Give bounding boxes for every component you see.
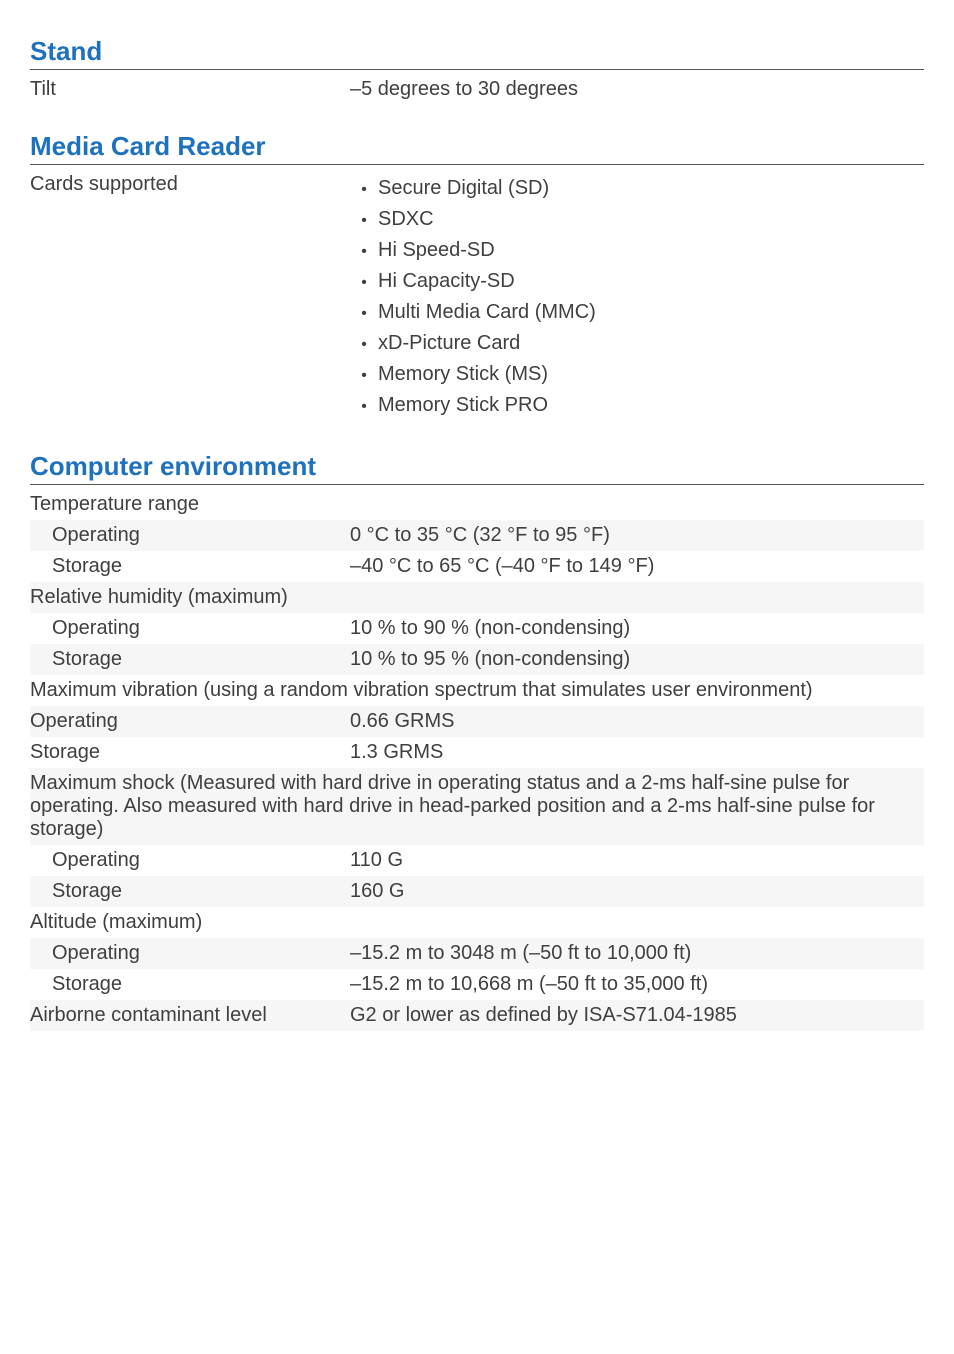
tilt-value: –5 degrees to 30 degrees [350,74,924,105]
row-vib-operating: Operating 0.66 GRMS [30,706,924,737]
vib-storage-value: 1.3 GRMS [350,737,924,768]
row-vib-storage: Storage 1.3 GRMS [30,737,924,768]
row-temp-range: Temperature range [30,489,924,520]
list-item: •Hi Capacity-SD [350,266,924,297]
section-env-title: Computer environment [30,451,924,485]
bullet-icon: • [350,305,378,323]
shock-storage-value: 160 G [350,876,924,907]
rh-operating-label: Operating [30,613,350,644]
vib-operating-label: Operating [30,706,350,737]
row-cards-supported: Cards supported •Secure Digital (SD) •SD… [30,169,924,425]
temp-storage-label: Storage [30,551,350,582]
bullet-icon: • [350,398,378,416]
bullet-icon: • [350,212,378,230]
row-airborne: Airborne contaminant level G2 or lower a… [30,1000,924,1031]
rh-label: Relative humidity (maximum) [30,582,924,613]
list-item: •SDXC [350,204,924,235]
row-shock-operating: Operating 110 G [30,845,924,876]
row-rh: Relative humidity (maximum) [30,582,924,613]
row-shock: Maximum shock (Measured with hard drive … [30,768,924,845]
card-text: SDXC [378,208,434,231]
media-table: Cards supported •Secure Digital (SD) •SD… [30,169,924,425]
temp-operating-label: Operating [30,520,350,551]
list-item: •Multi Media Card (MMC) [350,297,924,328]
row-alt: Altitude (maximum) [30,907,924,938]
tilt-label: Tilt [30,74,350,105]
airborne-value: G2 or lower as defined by ISA-S71.04-198… [350,1000,924,1031]
row-temp-storage: Storage –40 °C to 65 °C (–40 °F to 149 °… [30,551,924,582]
shock-label: Maximum shock (Measured with hard drive … [30,768,924,845]
bullet-icon: • [350,336,378,354]
alt-operating-value: –15.2 m to 3048 m (–50 ft to 10,000 ft) [350,938,924,969]
row-rh-storage: Storage 10 % to 95 % (non-condensing) [30,644,924,675]
airborne-label: Airborne contaminant level [30,1000,350,1031]
row-rh-operating: Operating 10 % to 90 % (non-condensing) [30,613,924,644]
row-alt-operating: Operating –15.2 m to 3048 m (–50 ft to 1… [30,938,924,969]
row-shock-storage: Storage 160 G [30,876,924,907]
list-item: •Memory Stick PRO [350,390,924,421]
temp-storage-value: –40 °C to 65 °C (–40 °F to 149 °F) [350,551,924,582]
cards-list: •Secure Digital (SD) •SDXC •Hi Speed-SD … [350,173,924,421]
card-text: Secure Digital (SD) [378,177,549,200]
list-item: •Secure Digital (SD) [350,173,924,204]
alt-storage-label: Storage [30,969,350,1000]
alt-label: Altitude (maximum) [30,907,924,938]
alt-storage-value: –15.2 m to 10,668 m (–50 ft to 35,000 ft… [350,969,924,1000]
temp-operating-value: 0 °C to 35 °C (32 °F to 95 °F) [350,520,924,551]
shock-operating-value: 110 G [350,845,924,876]
card-text: xD-Picture Card [378,332,520,355]
card-text: Memory Stick (MS) [378,363,548,386]
shock-storage-label: Storage [30,876,350,907]
card-text: Memory Stick PRO [378,394,548,417]
cards-supported-value: •Secure Digital (SD) •SDXC •Hi Speed-SD … [350,169,924,425]
vib-label: Maximum vibration (using a random vibrat… [30,675,924,706]
vib-storage-label: Storage [30,737,350,768]
row-tilt: Tilt –5 degrees to 30 degrees [30,74,924,105]
section-stand-title: Stand [30,36,924,70]
bullet-icon: • [350,367,378,385]
temp-range-label: Temperature range [30,489,924,520]
rh-storage-value: 10 % to 95 % (non-condensing) [350,644,924,675]
stand-table: Tilt –5 degrees to 30 degrees [30,74,924,105]
list-item: •Memory Stick (MS) [350,359,924,390]
section-media-title: Media Card Reader [30,131,924,165]
rh-operating-value: 10 % to 90 % (non-condensing) [350,613,924,644]
cards-supported-label: Cards supported [30,169,350,425]
row-alt-storage: Storage –15.2 m to 10,668 m (–50 ft to 3… [30,969,924,1000]
vib-operating-value: 0.66 GRMS [350,706,924,737]
row-vib: Maximum vibration (using a random vibrat… [30,675,924,706]
shock-operating-label: Operating [30,845,350,876]
bullet-icon: • [350,274,378,292]
card-text: Multi Media Card (MMC) [378,301,596,324]
bullet-icon: • [350,181,378,199]
card-text: Hi Speed-SD [378,239,495,262]
bullet-icon: • [350,243,378,261]
env-table: Temperature range Operating 0 °C to 35 °… [30,489,924,1031]
rh-storage-label: Storage [30,644,350,675]
card-text: Hi Capacity-SD [378,270,515,293]
row-temp-operating: Operating 0 °C to 35 °C (32 °F to 95 °F) [30,520,924,551]
alt-operating-label: Operating [30,938,350,969]
list-item: •Hi Speed-SD [350,235,924,266]
list-item: •xD-Picture Card [350,328,924,359]
